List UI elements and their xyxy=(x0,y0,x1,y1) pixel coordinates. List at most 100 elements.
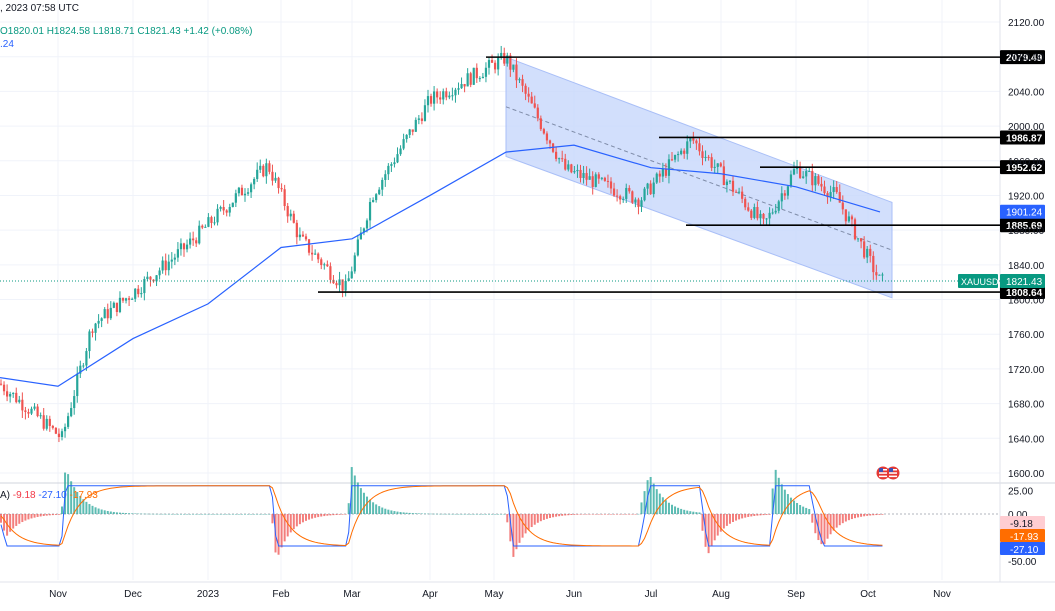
macd-histogram-bar xyxy=(42,514,45,517)
candle-body xyxy=(335,283,338,286)
candle-body xyxy=(637,199,640,207)
macd-histogram-bar xyxy=(3,514,6,531)
candle-body xyxy=(835,187,838,193)
candle-body xyxy=(311,252,314,255)
ma-readout: .24 xyxy=(0,39,14,50)
macd-histogram-bar xyxy=(637,513,640,515)
macd-histogram-bar xyxy=(311,514,314,519)
macd-histogram-bar xyxy=(201,513,204,515)
macd-histogram-bar xyxy=(619,514,622,515)
macd-histogram-bar xyxy=(12,514,15,529)
macd-histogram-bar xyxy=(76,491,79,514)
macd-histogram-bar xyxy=(183,513,185,515)
candle-body xyxy=(646,183,649,189)
candle-body xyxy=(823,186,826,194)
candle-body xyxy=(405,134,408,140)
macd-histogram-bar xyxy=(512,514,515,557)
macd-histogram-bar xyxy=(338,514,341,515)
candle-body xyxy=(457,88,460,90)
candle-body xyxy=(539,118,542,130)
macd-histogram-bar xyxy=(118,512,121,514)
candle-body xyxy=(207,217,210,227)
macd-histogram-bar xyxy=(277,514,280,555)
candle-body xyxy=(222,207,225,211)
macd-histogram-bar xyxy=(384,508,387,514)
candle-body xyxy=(597,174,600,179)
macd-histogram-bar xyxy=(256,513,259,515)
candle-body xyxy=(481,76,484,79)
macd-histogram-bar xyxy=(674,506,677,514)
macd-histogram-bar xyxy=(436,513,439,515)
candle-body xyxy=(497,57,500,70)
candle-body xyxy=(82,365,85,367)
candle-body xyxy=(356,239,359,256)
horizontal-level-label-bg xyxy=(1000,160,1045,175)
candle-body xyxy=(704,156,707,158)
macd-histogram-bar xyxy=(286,514,289,537)
macd-histogram-bar xyxy=(433,513,436,515)
candle-body xyxy=(399,148,402,155)
candle-body xyxy=(875,272,878,276)
macd-histogram-bar xyxy=(616,514,619,515)
ma-value-label-bg xyxy=(1000,204,1045,219)
candle-body xyxy=(402,139,405,149)
candle-body xyxy=(722,166,725,186)
macd-histogram-bar xyxy=(735,514,738,521)
macd-histogram-bar xyxy=(567,514,570,516)
macd-histogram-bar xyxy=(82,499,85,514)
macd-histogram-bar xyxy=(777,477,780,514)
candle-body xyxy=(204,226,207,228)
horizontal-level-label: 1986.87 xyxy=(1006,133,1043,144)
macd-histogram-bar xyxy=(780,484,783,514)
candle-body xyxy=(326,264,329,267)
candle-body xyxy=(289,213,292,217)
candle-body xyxy=(368,201,372,221)
macd-histogram-bar xyxy=(225,513,228,515)
candle-body xyxy=(262,165,265,177)
macd-histogram-bar xyxy=(454,513,457,515)
macd-signal-line xyxy=(0,485,883,547)
candle-body xyxy=(79,365,82,374)
candle-body xyxy=(280,188,283,190)
macd-histogram-bar xyxy=(48,514,51,516)
macd-histogram-bar xyxy=(234,513,237,515)
macd-histogram-bar xyxy=(732,514,734,522)
macd-histogram-bar xyxy=(341,514,344,515)
candle-body xyxy=(45,418,48,429)
us-events-icon[interactable] xyxy=(876,466,902,480)
candle-body xyxy=(634,199,637,203)
macd-histogram-bar xyxy=(198,513,201,515)
candle-body xyxy=(67,416,70,427)
macd-tick-label: 0.00 xyxy=(1008,510,1028,521)
macd-histogram-bar xyxy=(323,514,326,517)
macd-histogram-bar xyxy=(106,510,109,514)
candle-body xyxy=(387,165,390,175)
macd-histogram-bar xyxy=(881,514,884,515)
candle-body xyxy=(295,222,298,238)
candle-body xyxy=(744,198,747,208)
macd-histogram-bar xyxy=(805,507,808,514)
macd-histogram-bar xyxy=(125,513,128,514)
candle-body xyxy=(573,171,576,173)
macd-histogram-bar xyxy=(378,506,381,514)
candle-body xyxy=(304,236,308,240)
macd-histogram-bar xyxy=(408,512,411,514)
macd-histogram-bar xyxy=(667,502,670,514)
candle-body xyxy=(60,431,64,437)
macd-histogram-bar xyxy=(366,496,368,514)
macd-histogram-bar xyxy=(387,509,390,514)
candle-body xyxy=(192,238,195,241)
candle-body xyxy=(515,64,518,81)
candle-body xyxy=(353,255,356,272)
macd-histogram-bar xyxy=(494,513,497,515)
macd-histogram-bar xyxy=(863,514,866,517)
candle-body xyxy=(185,244,189,250)
macd-histogram-bar xyxy=(222,513,225,515)
macd-histogram-bar xyxy=(115,512,118,514)
price-tick-label: 2120.00 xyxy=(1008,18,1045,29)
macd-histogram-bar xyxy=(393,511,396,514)
macd-histogram-bar xyxy=(872,514,875,516)
candle-body xyxy=(137,288,140,295)
